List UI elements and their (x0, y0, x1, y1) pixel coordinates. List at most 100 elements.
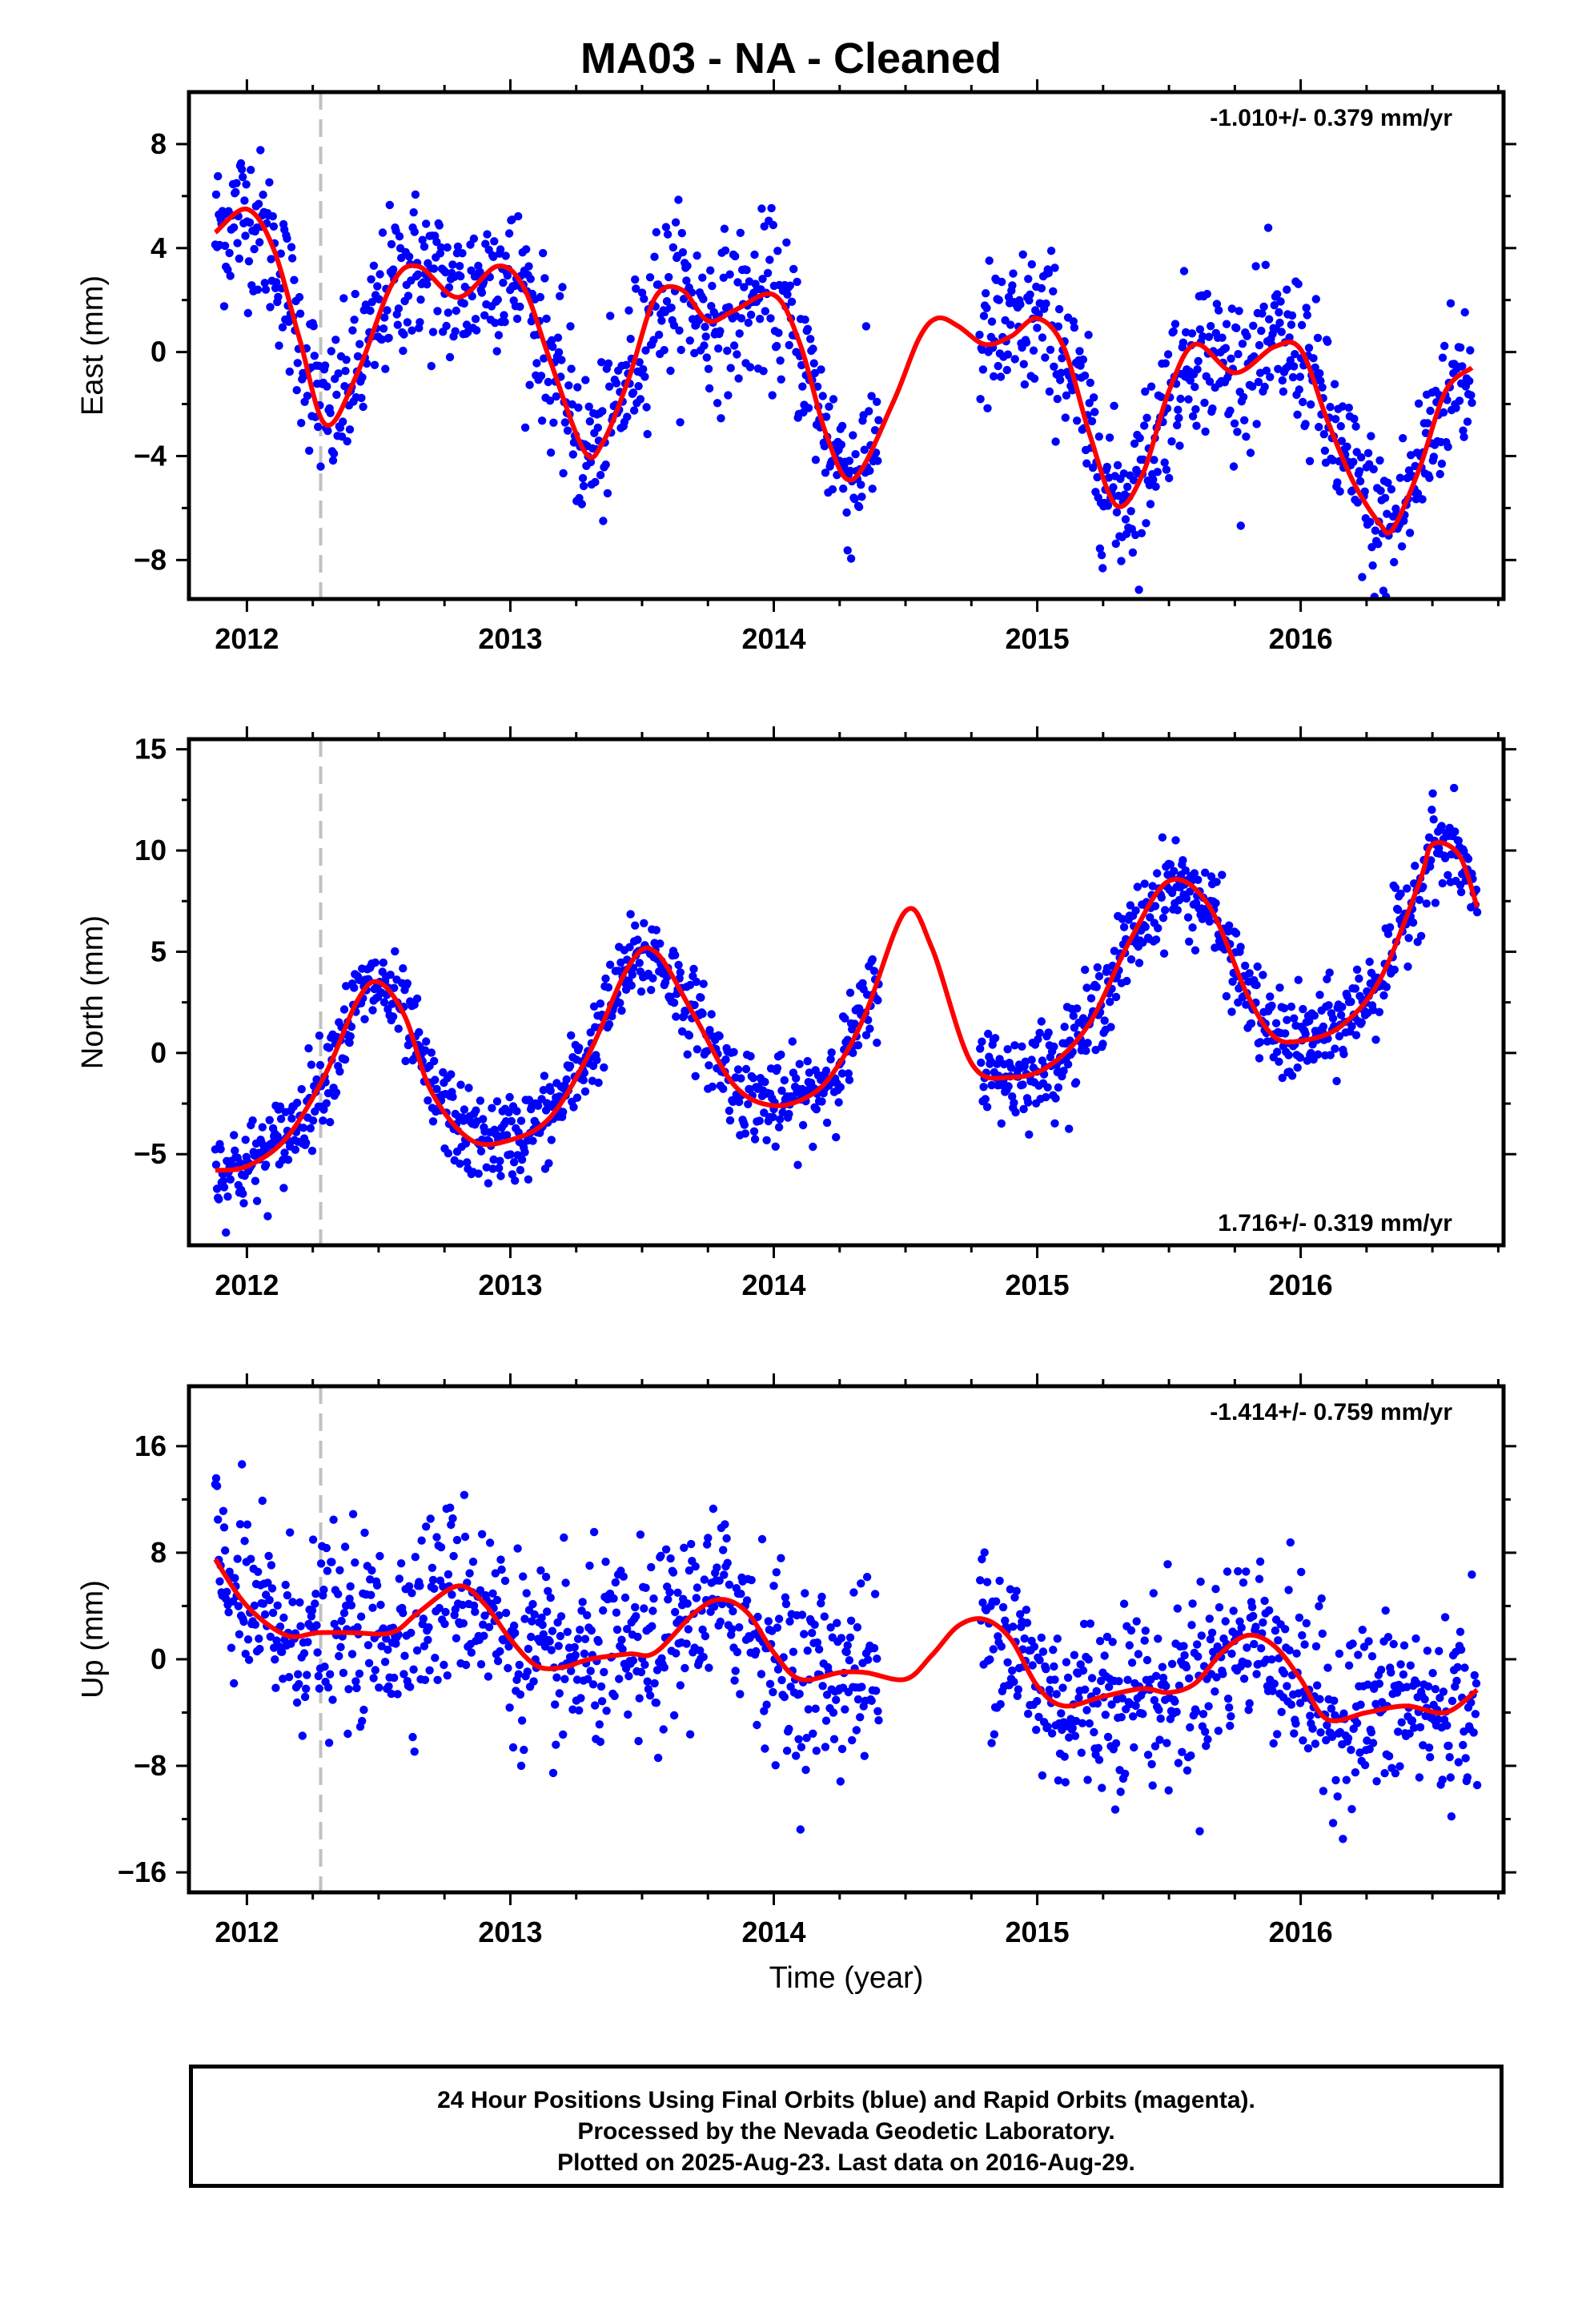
data-point (1231, 929, 1241, 938)
data-point (279, 1675, 287, 1683)
data-point (1260, 1596, 1269, 1606)
data-point (674, 195, 683, 204)
data-point (771, 1142, 780, 1152)
data-point (238, 1460, 247, 1469)
data-point (845, 1633, 855, 1642)
data-point (380, 313, 389, 322)
data-points (211, 1460, 1482, 1844)
data-point (517, 1155, 527, 1164)
data-point (693, 251, 701, 260)
data-point (1051, 437, 1060, 446)
data-point (715, 1031, 724, 1041)
data-point (346, 1031, 355, 1041)
data-point (1158, 1663, 1167, 1671)
data-point (1178, 1747, 1186, 1756)
data-point (393, 1690, 402, 1699)
data-point (1371, 1035, 1380, 1044)
data-point (992, 1597, 1001, 1606)
plot-frame (187, 1384, 1506, 1895)
data-point (212, 1482, 222, 1490)
data-point (327, 347, 335, 356)
data-point (488, 1164, 497, 1173)
data-point (1004, 292, 1014, 302)
data-point (1314, 1050, 1323, 1059)
data-point (1141, 387, 1150, 396)
data-point (1247, 1602, 1257, 1611)
data-point (223, 1192, 232, 1201)
data-point (1274, 364, 1283, 373)
data-point (1146, 382, 1156, 391)
data-point (379, 324, 388, 333)
data-point (649, 1594, 658, 1603)
data-point (1029, 346, 1038, 355)
data-point (690, 1000, 699, 1010)
data-point (345, 1038, 354, 1047)
data-point (1351, 422, 1360, 431)
data-point (384, 1682, 393, 1691)
data-point (1051, 1094, 1060, 1103)
data-point (1054, 1083, 1063, 1092)
data-point (568, 400, 576, 409)
data-point (785, 1617, 794, 1626)
data-point (705, 1061, 713, 1070)
data-point (303, 1671, 311, 1679)
data-point (1343, 442, 1351, 451)
data-point (1279, 387, 1288, 396)
data-point (1131, 1701, 1140, 1711)
data-point (429, 264, 439, 273)
data-point (364, 1659, 374, 1667)
data-point (1469, 1728, 1478, 1737)
data-point (788, 1037, 797, 1046)
data-point (628, 388, 638, 397)
data-point (576, 1694, 585, 1703)
data-point (672, 1649, 681, 1658)
data-point (1203, 1735, 1212, 1744)
data-point (1093, 1699, 1102, 1708)
data-point (1154, 1634, 1162, 1643)
plot-area (211, 92, 1476, 599)
data-point (382, 1634, 391, 1643)
data-point (420, 1046, 430, 1055)
data-point (219, 1506, 228, 1516)
x-tick-label: 2014 (741, 622, 805, 655)
data-point (1057, 368, 1066, 377)
data-point (1250, 1639, 1259, 1649)
data-point (591, 477, 600, 487)
data-point (436, 1542, 446, 1552)
data-point (1369, 464, 1378, 474)
data-point (1110, 947, 1119, 955)
data-point (1295, 1053, 1305, 1062)
data-point (1095, 1637, 1105, 1646)
data-point (492, 1595, 502, 1605)
data-point (375, 1551, 384, 1561)
data-point (324, 1043, 334, 1052)
data-point (1212, 878, 1221, 887)
data-point (303, 392, 312, 400)
data-point (561, 1578, 570, 1587)
data-point (1098, 1783, 1106, 1792)
data-point (1024, 275, 1033, 283)
data-point (383, 306, 391, 315)
data-point (1438, 879, 1447, 888)
data-point (1460, 308, 1469, 317)
data-point (707, 1010, 716, 1019)
data-point (817, 365, 825, 374)
data-point (1383, 478, 1392, 487)
data-point (253, 285, 263, 294)
data-point (979, 312, 989, 320)
data-point (811, 456, 821, 464)
data-point (407, 1628, 416, 1638)
data-point (1221, 1617, 1230, 1626)
data-point (1406, 1661, 1415, 1670)
data-point (681, 1007, 690, 1016)
data-point (1332, 1076, 1341, 1086)
data-point (1037, 1017, 1046, 1026)
data-point (231, 1574, 239, 1582)
data-point (771, 1761, 780, 1770)
data-point (471, 1607, 480, 1616)
data-point (386, 971, 395, 979)
data-point (367, 298, 376, 307)
data-point (1008, 281, 1017, 290)
data-point (389, 265, 398, 274)
data-point (375, 270, 384, 279)
